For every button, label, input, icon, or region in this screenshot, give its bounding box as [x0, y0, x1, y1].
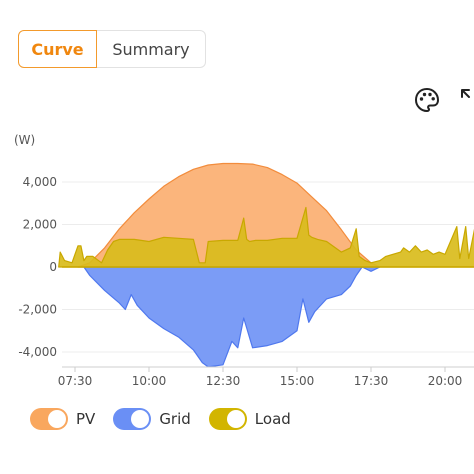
y-tick-label: -2,000	[18, 303, 57, 317]
x-tick-label: 15:00	[280, 374, 315, 388]
x-tick-label: 20:00	[428, 374, 463, 388]
x-tick-label: 17:30	[354, 374, 389, 388]
legend-item-grid[interactable]: Grid	[113, 408, 191, 430]
expand-icon[interactable]	[458, 86, 474, 114]
pv-toggle[interactable]	[30, 408, 68, 430]
view-tabs: Curve Summary	[18, 30, 206, 70]
legend: PV Grid Load	[30, 408, 309, 430]
y-tick-label: 2,000	[23, 218, 57, 232]
x-tick-label: 10:00	[132, 374, 167, 388]
x-tick-label: 07:30	[58, 374, 93, 388]
legend-label-load: Load	[254, 410, 291, 428]
tab-summary[interactable]: Summary	[97, 30, 206, 68]
y-tick-label: 4,000	[23, 175, 57, 189]
grid-toggle[interactable]	[113, 408, 152, 430]
tab-curve[interactable]: Curve	[18, 30, 97, 68]
y-tick-label: 0	[49, 260, 57, 274]
load-toggle[interactable]	[208, 408, 247, 430]
y-tick-label: -4,000	[18, 345, 57, 359]
legend-label-grid: Grid	[159, 410, 191, 428]
x-tick-label: 12:30	[206, 374, 241, 388]
series-load-area	[58, 206, 474, 268]
legend-label-pv: PV	[76, 410, 96, 428]
legend-item-pv[interactable]: PV	[30, 408, 95, 430]
y-axis-unit: (W)	[14, 133, 35, 147]
legend-item-load[interactable]: Load	[208, 408, 291, 430]
series-grid-area	[83, 266, 381, 368]
palette-icon[interactable]	[413, 86, 441, 114]
